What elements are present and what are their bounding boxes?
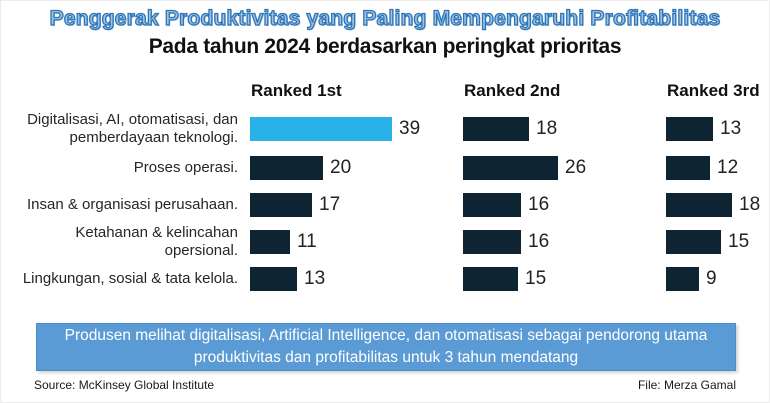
page-subtitle: Pada tahun 2024 berdasarkan peringkat pr… [148,35,622,58]
cell-r1: 20 [250,155,463,180]
bar [463,266,518,291]
header-ranked-1st: Ranked 1st [251,81,342,100]
file-label: File: Merza Gamal [637,378,736,392]
footer: Source: McKinsey Global Institute File: … [34,378,736,392]
bar [666,192,732,217]
bar-value: 9 [706,267,717,289]
key-takeaway-banner: Produsen melihat digitalisasi, Artificia… [36,323,736,371]
bar-value: 15 [525,267,547,289]
bar-value: 16 [528,193,550,215]
page-title: Penggerak Produktivitas yang Paling Memp… [49,6,721,30]
bar-value: 17 [319,193,341,215]
row-label: Insan & organisasi perusahaan. [27,195,238,213]
cell-r3: 12 [666,155,769,180]
bar [666,229,721,254]
ranked-bar-chart: Ranked 1st Ranked 2nd Ranked 3rd Digital… [1,79,769,297]
cell-r2: 26 [463,155,666,180]
header-ranked-2nd: Ranked 2nd [464,81,561,100]
chart-row-proses-operasi: Proses operasi. 20 26 12 [1,149,769,186]
cell-r1: 39 [250,117,463,141]
bar [250,192,312,217]
bar [463,192,521,217]
row-label: Proses operasi. [133,158,238,176]
bar-value: 13 [304,267,326,289]
cell-r3: 9 [666,266,769,291]
row-label: Ketahanan & kelincahan opersional. [75,223,238,259]
cell-r1: 13 [250,266,463,291]
bar [463,155,558,180]
cell-r1: 11 [250,229,463,254]
cell-r1: 17 [250,192,463,217]
bar [463,117,529,141]
bar-value: 12 [717,156,739,178]
bar [666,117,713,141]
bar [666,266,699,291]
bar-value: 15 [728,230,750,252]
column-headers: Ranked 1st Ranked 2nd Ranked 3rd [1,79,769,103]
bar [250,229,290,254]
bar-value: 26 [565,156,587,178]
bar-value: 39 [399,118,421,139]
bar-value: 20 [330,156,352,178]
chart-row-ketahanan-kelincahan: Ketahanan & kelincahan opersional. 11 16… [1,223,769,260]
bar [463,229,521,254]
chart-row-insan-organisasi: Insan & organisasi perusahaan. 17 16 18 [1,186,769,223]
bar-value: 18 [739,193,761,215]
bar-value: 11 [297,230,317,252]
banner-text: Produsen melihat digitalisasi, Artificia… [64,327,708,366]
cell-r3: 18 [666,192,769,217]
bar-value: 16 [528,230,550,252]
cell-r3: 15 [666,229,769,254]
cell-r2: 15 [463,266,666,291]
source-label: Source: McKinsey Global Institute [34,378,215,392]
chart-row-digitalisasi: Digitalisasi, AI, otomatisasi, dan pembe… [1,109,769,149]
chart-row-lingkungan-sosial: Lingkungan, sosial & tata kelola. 13 15 … [1,260,769,297]
bar-highlight [250,117,392,141]
row-label: Digitalisasi, AI, otomatisasi, dan pembe… [27,111,238,146]
bar-value: 18 [536,118,558,139]
bar-value: 13 [720,118,742,139]
header-ranked-3rd: Ranked 3rd [667,81,760,100]
bar [666,155,710,180]
bar [250,266,297,291]
row-label: Lingkungan, sosial & tata kelola. [22,269,238,287]
cell-r2: 18 [463,117,666,141]
bar [250,155,323,180]
cell-r3: 13 [666,117,769,141]
cell-r2: 16 [463,192,666,217]
cell-r2: 16 [463,229,666,254]
